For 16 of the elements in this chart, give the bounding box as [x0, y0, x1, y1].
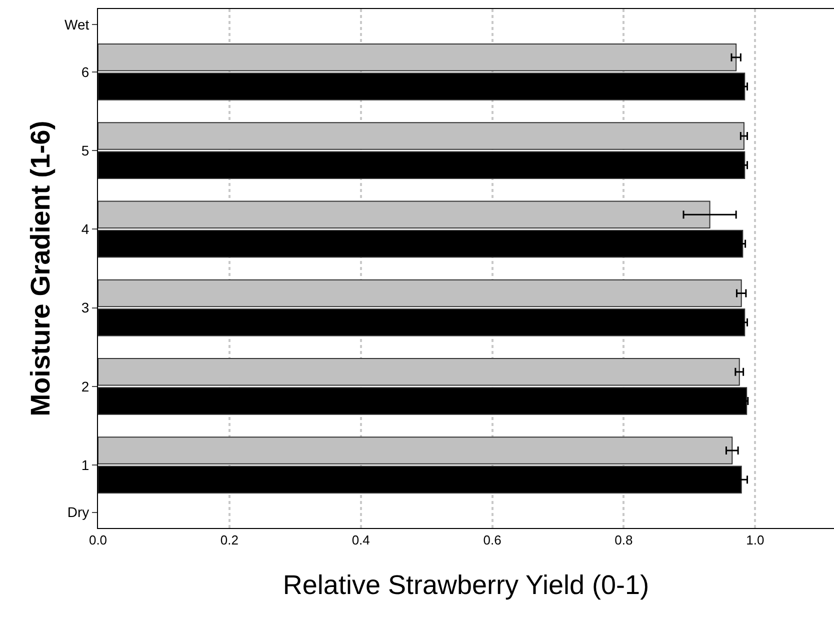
x-tick-label: 0.8 — [614, 532, 633, 548]
x-tick-label: 0.0 — [88, 532, 108, 548]
x-tick-label: 0.4 — [352, 532, 370, 548]
y-tick-label: 5 — [81, 142, 90, 158]
y-tick-label: 1 — [81, 456, 90, 473]
y-tick-label: Dry — [67, 504, 90, 520]
y-tick-label: 4 — [81, 221, 90, 238]
x-tick-label: 1.0 — [746, 532, 764, 548]
x-tick-label: 0.2 — [220, 532, 238, 548]
x-axis-title: Relative Strawberry Yield (0-1) — [282, 570, 650, 600]
y-tick-label: 2 — [81, 378, 90, 394]
y-tick-label: Wet — [64, 16, 90, 33]
y-tick-label: 3 — [81, 300, 90, 316]
y-tick-label: 6 — [81, 64, 90, 80]
x-tick-label: 0.6 — [483, 532, 502, 548]
y-axis-title: Moisture Gradient (1-6) — [26, 120, 56, 416]
